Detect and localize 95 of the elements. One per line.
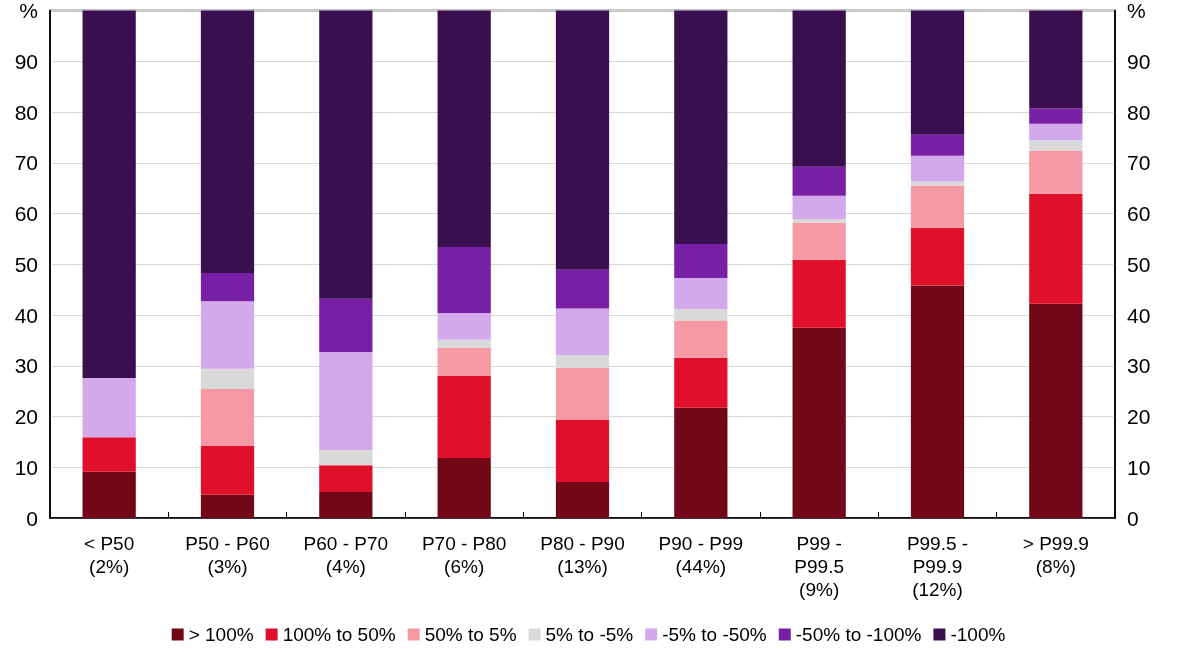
legend-label: -50% to -100% bbox=[795, 624, 922, 645]
bar bbox=[1029, 150, 1083, 194]
bar bbox=[200, 272, 255, 302]
x-tick-label: P80 - P90 (13%) bbox=[540, 533, 625, 577]
y2-tick-label: 60 bbox=[1127, 202, 1151, 225]
bar bbox=[1029, 10, 1083, 109]
bar bbox=[792, 166, 846, 196]
y-tick-label: 90 bbox=[14, 49, 38, 73]
bar bbox=[910, 181, 965, 186]
bar bbox=[555, 481, 610, 518]
bar bbox=[319, 450, 373, 466]
legend-label: 5% to -5% bbox=[545, 624, 634, 645]
bar bbox=[200, 368, 255, 390]
bar bbox=[437, 339, 491, 348]
bar bbox=[910, 285, 965, 518]
bar bbox=[792, 222, 846, 260]
legend-label: > 100% bbox=[188, 624, 254, 645]
bar bbox=[555, 367, 610, 421]
y-tick-label: 40 bbox=[14, 303, 38, 327]
bar bbox=[555, 269, 610, 309]
legend-label: 50% to 5% bbox=[424, 624, 517, 645]
bar bbox=[674, 357, 728, 408]
x-tick-label: P99 - P99.5 (9%) bbox=[794, 533, 844, 600]
y2-tick-label: % bbox=[1127, 0, 1146, 22]
bar bbox=[674, 243, 728, 278]
bar bbox=[674, 407, 728, 518]
bar bbox=[1029, 123, 1083, 141]
bar bbox=[437, 247, 491, 313]
x-tick-label: P70 - P80 (6%) bbox=[421, 533, 507, 577]
legend-label: 100% to 50% bbox=[282, 624, 396, 645]
bar bbox=[319, 352, 373, 450]
bar bbox=[555, 420, 610, 482]
y-tick-label: 10 bbox=[14, 455, 38, 479]
bar bbox=[792, 327, 846, 518]
x-tick-label: > P99.9 (8%) bbox=[1022, 533, 1089, 577]
bar bbox=[1029, 303, 1083, 518]
y2-tick-label: 70 bbox=[1127, 151, 1151, 175]
y2-tick-label: 30 bbox=[1127, 354, 1151, 378]
bar bbox=[319, 492, 373, 518]
y-tick-label: 60 bbox=[14, 202, 38, 225]
bar bbox=[1029, 140, 1083, 151]
bar bbox=[555, 308, 610, 356]
x-tick-label: P90 - P99 (44%) bbox=[658, 533, 744, 577]
bar bbox=[792, 195, 846, 220]
bar bbox=[674, 277, 728, 309]
bar bbox=[1029, 193, 1083, 304]
bar bbox=[82, 10, 136, 378]
bar bbox=[674, 320, 728, 358]
y-tick-label: 80 bbox=[14, 100, 38, 124]
bar bbox=[674, 10, 728, 244]
bar bbox=[319, 465, 373, 493]
bar bbox=[437, 458, 491, 518]
y2-tick-label: 10 bbox=[1127, 455, 1151, 479]
bar bbox=[555, 10, 610, 270]
bar bbox=[200, 10, 255, 273]
bar bbox=[437, 312, 491, 340]
y2-tick-label: 80 bbox=[1127, 100, 1151, 124]
x-tick-label: P50 - P60 (3%) bbox=[185, 533, 270, 577]
bar bbox=[200, 301, 255, 369]
bar bbox=[82, 471, 136, 518]
bar bbox=[82, 437, 136, 472]
bar bbox=[1029, 108, 1083, 124]
y2-tick-label: 90 bbox=[1127, 49, 1151, 73]
x-tick-label: P99.5 - P99.9 (12%) bbox=[906, 533, 969, 600]
y2-tick-label: 20 bbox=[1127, 405, 1151, 428]
y-tick-label: 50 bbox=[14, 252, 38, 276]
y2-tick-label: 0 bbox=[1127, 506, 1139, 530]
y-tick-label: 0 bbox=[26, 506, 38, 530]
bar bbox=[82, 377, 136, 438]
legend-label: -5% to -50% bbox=[662, 624, 767, 645]
y-tick-label: 30 bbox=[14, 354, 38, 378]
bar bbox=[910, 134, 965, 156]
bar bbox=[910, 155, 965, 182]
y-tick-label: 70 bbox=[14, 151, 38, 175]
x-tick-label: P60 - P70 (4%) bbox=[303, 533, 389, 577]
x-tick-label: < P50 (2%) bbox=[84, 533, 135, 577]
bar bbox=[319, 10, 373, 299]
y-tick-label: 20 bbox=[14, 405, 38, 428]
legend-label: -100% bbox=[950, 624, 1006, 645]
bar bbox=[437, 10, 491, 247]
bar bbox=[910, 185, 965, 228]
bar bbox=[200, 445, 255, 495]
bar bbox=[437, 375, 491, 459]
bar bbox=[792, 259, 846, 328]
bar bbox=[792, 219, 846, 223]
bar bbox=[910, 10, 965, 135]
bar bbox=[319, 298, 373, 353]
bar bbox=[792, 10, 846, 167]
bar bbox=[200, 494, 255, 518]
y2-tick-label: 40 bbox=[1127, 303, 1151, 327]
bar bbox=[437, 347, 491, 376]
y-tick-label: % bbox=[19, 0, 38, 22]
y2-tick-label: 50 bbox=[1127, 252, 1151, 276]
bar bbox=[200, 389, 255, 446]
bar bbox=[910, 227, 965, 286]
